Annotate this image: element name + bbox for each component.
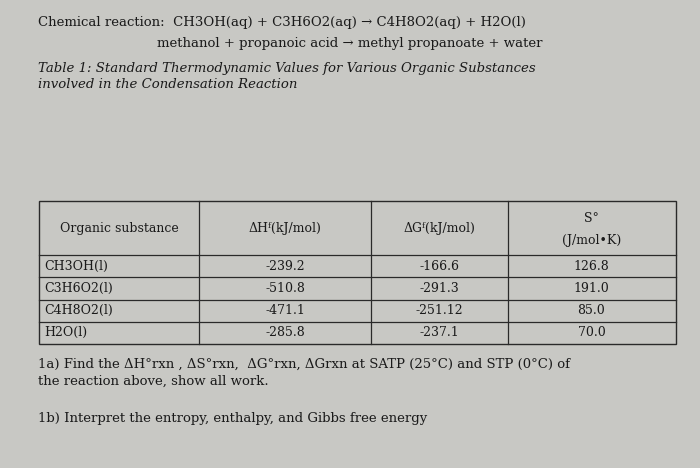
Text: C3H6O2(l): C3H6O2(l): [44, 282, 113, 295]
Text: S°: S°: [584, 212, 599, 226]
Text: -285.8: -285.8: [265, 326, 305, 339]
Bar: [38, 201, 676, 344]
Text: H2O(l): H2O(l): [44, 326, 88, 339]
Text: the reaction above, show all work.: the reaction above, show all work.: [38, 374, 269, 388]
Text: -239.2: -239.2: [265, 260, 305, 273]
Text: -166.6: -166.6: [419, 260, 459, 273]
Text: (J/mol•K): (J/mol•K): [562, 234, 621, 247]
Text: -510.8: -510.8: [265, 282, 305, 295]
Text: C4H8O2(l): C4H8O2(l): [44, 304, 113, 317]
Text: 70.0: 70.0: [578, 326, 606, 339]
Text: 1a) Find the ΔH°rxn , ΔS°rxn,  ΔG°rxn, ΔGrxn at SATP (25°C) and STP (0°C) of: 1a) Find the ΔH°rxn , ΔS°rxn, ΔG°rxn, ΔG…: [38, 358, 570, 371]
Text: 126.8: 126.8: [573, 260, 610, 273]
Text: 1b) Interpret the entropy, enthalpy, and Gibbs free energy: 1b) Interpret the entropy, enthalpy, and…: [38, 412, 428, 425]
Text: Table 1: Standard Thermodynamic Values for Various Organic Substances: Table 1: Standard Thermodynamic Values f…: [38, 62, 536, 75]
Text: -251.12: -251.12: [415, 304, 463, 317]
Text: 85.0: 85.0: [578, 304, 606, 317]
Text: methanol + propanoic acid → methyl propanoate + water: methanol + propanoic acid → methyl propa…: [158, 37, 542, 51]
Text: involved in the Condensation Reaction: involved in the Condensation Reaction: [38, 78, 298, 91]
Text: 191.0: 191.0: [573, 282, 610, 295]
Text: Organic substance: Organic substance: [60, 222, 178, 234]
Text: CH3OH(l): CH3OH(l): [44, 260, 108, 273]
Text: -237.1: -237.1: [419, 326, 459, 339]
Text: -471.1: -471.1: [265, 304, 305, 317]
Text: ΔHᶠ(kJ/mol): ΔHᶠ(kJ/mol): [248, 222, 322, 234]
Text: ΔGᶠ(kJ/mol): ΔGᶠ(kJ/mol): [403, 222, 475, 234]
Text: -291.3: -291.3: [419, 282, 459, 295]
Text: Chemical reaction:  CH3OH(aq) + C3H6O2(aq) → C4H8O2(aq) + H2O(l): Chemical reaction: CH3OH(aq) + C3H6O2(aq…: [38, 16, 526, 29]
